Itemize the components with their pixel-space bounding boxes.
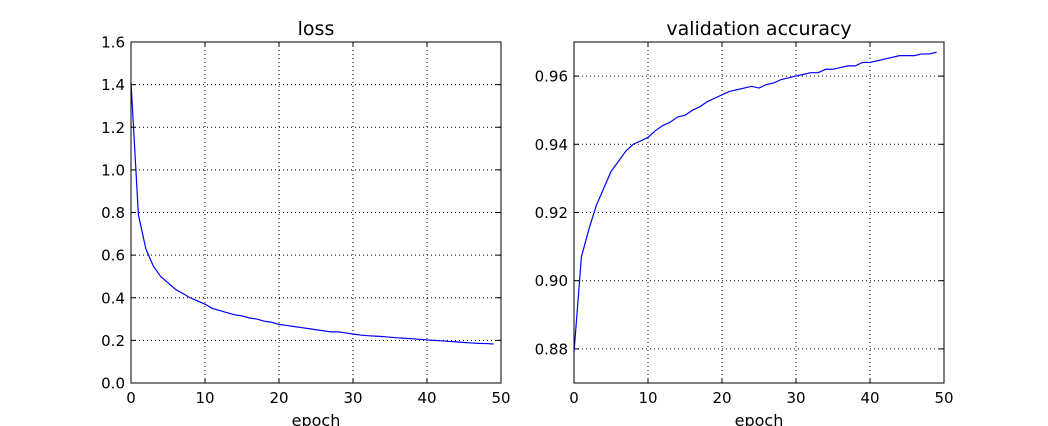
accuracy-chart-x-tick-label: 0 (569, 389, 579, 407)
loss-chart-title: loss (298, 18, 335, 40)
accuracy-chart-series-line (573, 51, 937, 353)
accuracy-chart: validation accuracy 0 10 20 30 40 500.880.900… (535, 18, 954, 426)
loss-chart-y-tick-label: 0.4 (101, 289, 125, 307)
loss-chart-grid (131, 42, 501, 383)
loss-chart-ticks: 0 10 20 30 40 50 0.0 0.2 0.4 0.6 0.8 1.0 1.2 1.4 1.6 (101, 34, 510, 408)
accuracy-chart-y-tick-label: 0.96 (535, 68, 568, 86)
loss-chart-x-tick-label: 40 (417, 389, 436, 407)
accuracy-chart-x-tick-label: 50 (934, 389, 953, 407)
accuracy-chart-y-tick-label: 0.92 (535, 204, 568, 222)
loss-chart-series (130, 82, 494, 345)
loss-chart-x-tick-label: 20 (269, 389, 288, 407)
accuracy-chart-x-tick-label: 10 (638, 389, 657, 407)
loss-chart-x-tick-label: 50 (491, 389, 510, 407)
accuracy-chart-grid (574, 42, 944, 383)
loss-chart-y-tick-label: 1.6 (101, 34, 125, 52)
loss-chart-x-axis-label: epoch (292, 411, 341, 426)
loss-chart-y-tick-label: 0.8 (101, 204, 125, 222)
accuracy-chart-series (573, 51, 937, 353)
accuracy-chart-ticks: 0 10 20 30 40 50 0.88 0.90 0.92 0.94 0.96 (535, 42, 954, 407)
accuracy-chart-title: validation accuracy (666, 18, 851, 40)
loss-chart-x-tick-label: 10 (195, 389, 214, 407)
accuracy-chart-x-tick-label: 40 (860, 389, 879, 407)
loss-chart-y-tick-label: 0.0 (101, 375, 125, 393)
accuracy-chart-x-axis-label: epoch (735, 411, 784, 426)
loss-chart-series-line (130, 82, 494, 345)
accuracy-chart-y-tick-label: 0.88 (535, 340, 568, 358)
loss-chart-y-tick-label: 0.6 (101, 247, 125, 265)
accuracy-chart-x-tick-label: 20 (712, 389, 731, 407)
accuracy-chart-x-tick-label: 30 (786, 389, 805, 407)
loss-chart-y-tick-label: 1.0 (101, 161, 125, 179)
loss-chart: loss 0 10 20 30 40 50 0.0 0.2 0.4 0.6 0.8 1.0 1.2 1.4… (101, 18, 510, 426)
loss-chart-x-tick-label: 30 (343, 389, 362, 407)
loss-chart-y-tick-label: 0.2 (101, 332, 125, 350)
loss-chart-y-tick-label: 1.2 (101, 119, 125, 137)
loss-chart-y-tick-label: 1.4 (101, 76, 125, 94)
loss-chart-x-tick-label: 0 (126, 389, 136, 407)
accuracy-chart-y-tick-label: 0.90 (535, 272, 568, 290)
accuracy-chart-y-tick-label: 0.94 (535, 136, 568, 154)
